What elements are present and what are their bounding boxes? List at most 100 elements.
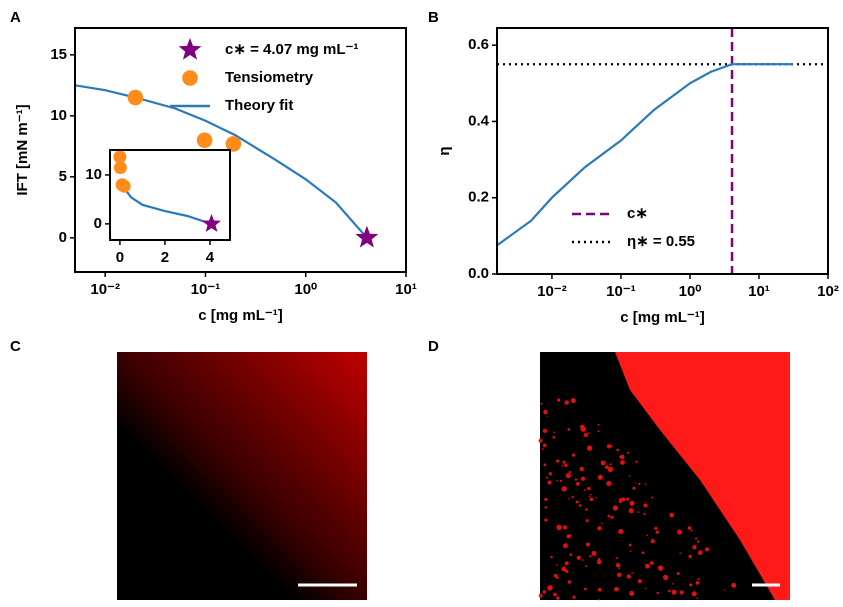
image-d — [538, 352, 790, 601]
speckle — [546, 476, 549, 479]
speckle — [565, 472, 571, 479]
speckle — [598, 599, 600, 601]
speckle — [543, 463, 547, 467]
marker — [127, 89, 144, 106]
x-axis-label: c [mg mL⁻¹] — [620, 309, 705, 326]
speckle — [677, 529, 683, 535]
speckle — [584, 587, 587, 591]
speckle — [547, 585, 553, 591]
speckle — [687, 526, 692, 530]
speckle — [578, 504, 582, 507]
x-tick-label: 2 — [161, 249, 169, 266]
speckle — [586, 445, 593, 451]
x-tick-label: 10⁰ — [294, 281, 317, 298]
panel-label: C — [10, 338, 21, 355]
speckle — [662, 574, 669, 581]
marker — [178, 38, 202, 60]
speckle — [569, 553, 573, 556]
speckle — [629, 500, 635, 506]
speckle — [654, 526, 658, 530]
speckle — [692, 545, 697, 550]
y-tick-label: 0 — [94, 215, 102, 232]
speckle — [617, 572, 622, 578]
speckle — [614, 586, 619, 592]
speckle — [628, 475, 631, 477]
speckle — [643, 512, 646, 515]
speckle — [696, 597, 699, 600]
speckle — [629, 550, 632, 553]
speckle — [561, 464, 564, 467]
marker — [225, 136, 242, 152]
speckle — [586, 542, 590, 547]
speckle — [610, 515, 614, 519]
speckle — [704, 547, 710, 552]
x-tick-label: 10⁻¹ — [606, 283, 636, 300]
x-tick-label: 10¹ — [748, 283, 770, 300]
speckle — [580, 426, 587, 432]
speckle — [565, 569, 569, 574]
speckle — [690, 529, 693, 532]
y-tick-label: 15 — [50, 46, 67, 63]
speckle — [644, 587, 647, 590]
speckle — [548, 472, 552, 476]
legend-label: η∗ = 0.55 — [627, 233, 695, 250]
speckle — [697, 550, 703, 556]
speckle — [618, 567, 621, 570]
speckle — [626, 497, 630, 501]
y-tick-label: 0.4 — [468, 112, 490, 129]
speckle — [618, 528, 624, 535]
panel: 10⁻² 10⁻¹ 10⁰ 10¹ 10² 0.0 0.2 0.4 0.6 c [mg mL⁻¹]… — [436, 27, 839, 326]
image-c — [117, 352, 367, 600]
speckle — [581, 559, 584, 561]
speckle — [679, 590, 684, 595]
y-tick-label: 0.0 — [468, 265, 489, 282]
x-tick-label: 10⁰ — [679, 283, 702, 300]
speckle — [564, 400, 569, 405]
speckle — [587, 486, 591, 491]
speckle — [669, 512, 674, 518]
x-tick-label: 10⁻¹ — [191, 281, 221, 298]
speckle — [575, 500, 579, 504]
speckle — [538, 593, 543, 598]
speckle — [655, 530, 659, 534]
speckle — [566, 534, 571, 539]
y-tick-label: 10 — [50, 107, 67, 124]
speckle — [568, 498, 570, 500]
speckle — [542, 590, 547, 594]
speckle — [576, 482, 580, 486]
speckle — [620, 460, 625, 465]
panel-label: A — [10, 9, 21, 26]
speckle — [723, 589, 726, 591]
x-tick-label: 10⁻² — [537, 283, 567, 300]
speckle — [540, 402, 543, 405]
marker — [202, 213, 221, 232]
speckle — [542, 428, 548, 434]
speckle — [649, 561, 654, 565]
speckle — [597, 474, 603, 480]
speckle — [571, 495, 574, 499]
speckle — [585, 508, 588, 511]
panel: 0 2 4 0 10 — [85, 149, 231, 266]
speckle — [676, 571, 680, 576]
legend-label: Theory fit — [225, 97, 293, 114]
speckle — [634, 482, 637, 484]
speckle — [671, 589, 677, 595]
speckle — [637, 579, 642, 584]
speckle — [561, 566, 567, 572]
fit-line — [75, 84, 368, 239]
y-tick-label: 0.6 — [468, 36, 489, 53]
y-tick-label: 0.2 — [468, 189, 489, 206]
speckle — [544, 506, 548, 509]
speckle — [656, 591, 659, 595]
speckle — [556, 459, 560, 463]
speckle — [657, 565, 664, 571]
speckle — [696, 540, 700, 543]
speckle — [646, 534, 648, 537]
speckle — [619, 454, 625, 460]
speckle — [629, 590, 635, 596]
speckle — [671, 582, 674, 585]
speckle — [601, 522, 603, 524]
speckle — [587, 432, 590, 435]
marker — [113, 161, 127, 175]
speckle — [609, 463, 612, 466]
